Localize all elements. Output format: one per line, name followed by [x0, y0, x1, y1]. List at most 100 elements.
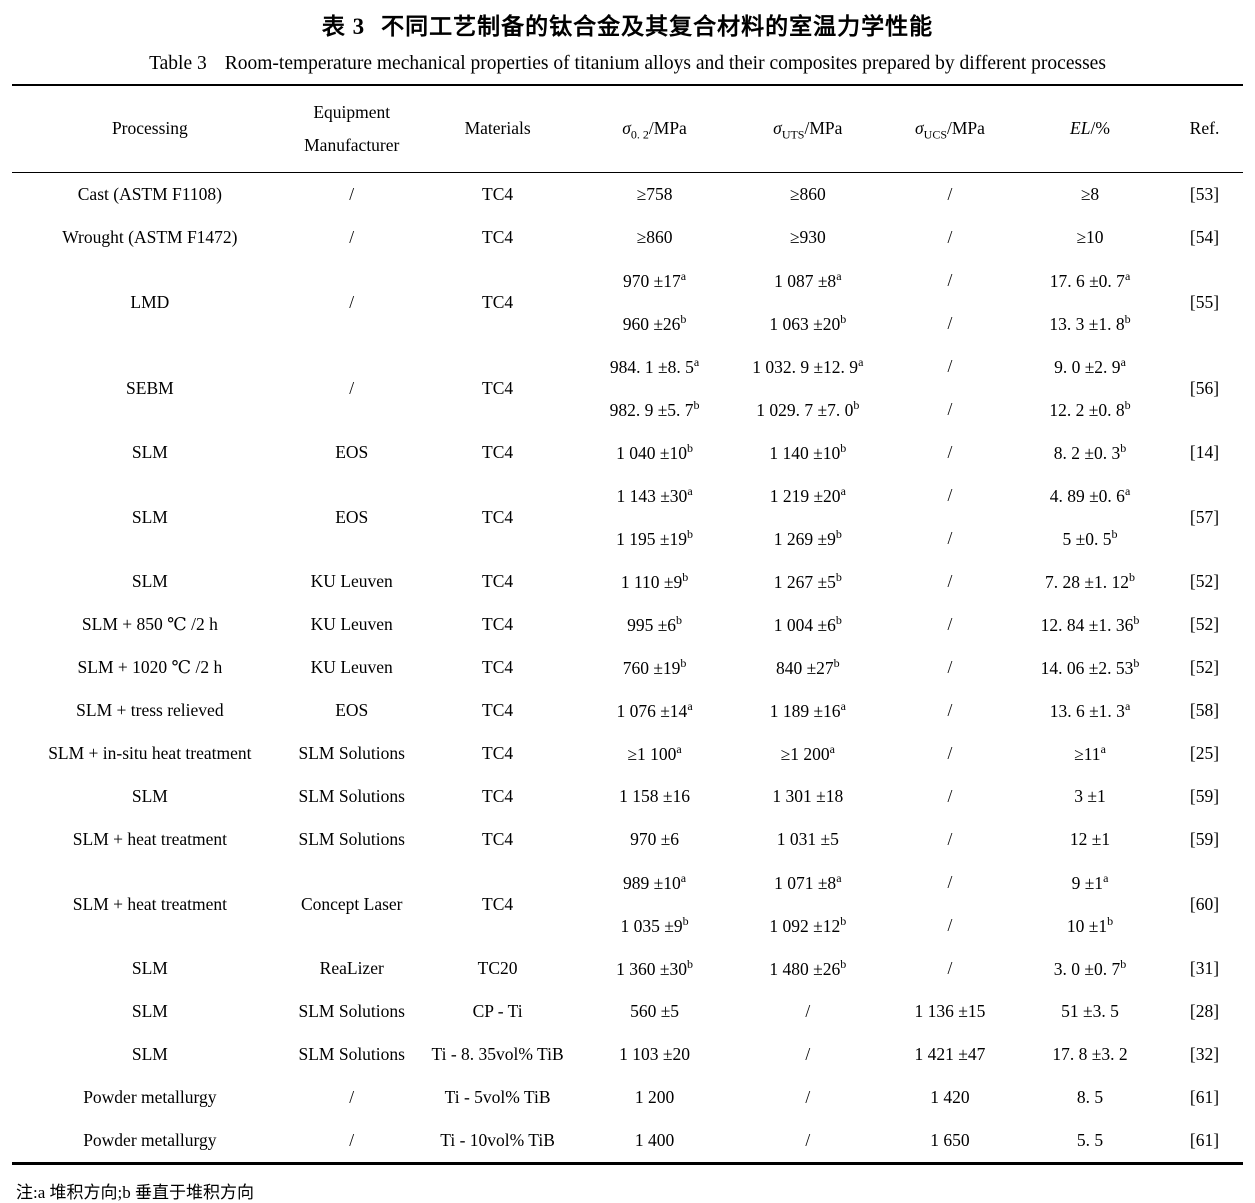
- table-caption-zh-label: 表 3: [321, 14, 366, 39]
- direction-superscript: b: [1111, 527, 1118, 542]
- table-header: Processing Equipment Manufacturer Materi…: [12, 85, 1243, 173]
- direction-superscript: b: [1133, 656, 1140, 671]
- cell-ref: [25]: [1189, 743, 1220, 763]
- direction-superscript: b: [1124, 312, 1131, 327]
- cell-sigmaucs-value: /: [947, 743, 953, 763]
- direction-superscript: b: [680, 312, 687, 327]
- direction-superscript: a: [687, 699, 693, 714]
- direction-superscript: a: [1124, 484, 1131, 499]
- col-header-sigmauts: σUTS/MPa: [729, 85, 886, 173]
- table-row: 982. 9 ±5. 7b 1 029. 7 ±7. 0b / 12. 2 ±0. 8…: [12, 388, 1243, 431]
- cell-el-value: ≥10: [1076, 227, 1104, 247]
- cell-sigma02-value: 1 035 ±9b: [620, 914, 689, 936]
- cell-equipment-manufacturer: SLM Solutions: [298, 1044, 405, 1064]
- direction-superscript: b: [835, 527, 842, 542]
- cell-sigmaucs-value: /: [947, 184, 953, 204]
- cell-sigmaucs-value: /: [947, 442, 953, 462]
- el-symbol: EL: [1070, 118, 1091, 139]
- el-unit: /%: [1090, 118, 1110, 139]
- cell-equipment-manufacturer: SLM Solutions: [298, 786, 405, 806]
- cell-sigmauts-value: 1 031 ±5: [776, 829, 839, 849]
- sigma-symbol: σ: [915, 117, 924, 138]
- direction-superscript: b: [682, 570, 689, 585]
- cell-materials: TC4: [482, 377, 514, 398]
- table-footnote: 注:a 堆积方向;b 垂直于堆积方向: [16, 1183, 254, 1202]
- cell-sigmaucs-value: 1 421 ±47: [914, 1044, 986, 1064]
- cell-processing: Powder metallurgy: [83, 1130, 217, 1150]
- table-row: SLM ReaLizer TC20 1 360 ±30b 1 480 ±26b / 3. 0…: [12, 947, 1243, 990]
- cell-sigmaucs-value: /: [947, 227, 953, 247]
- cell-ref: [52]: [1189, 657, 1220, 677]
- cell-sigma02-value: ≥758: [636, 184, 673, 204]
- cell-equipment-manufacturer: KU Leuven: [310, 657, 393, 677]
- col-header-sigma02: σ0. 2/MPa: [579, 85, 730, 173]
- cell-processing: Wrought (ASTM F1472): [62, 227, 238, 247]
- cell-equipment-manufacturer: SLM Solutions: [298, 829, 405, 849]
- table-row: 960 ±26b 1 063 ±20b / 13. 3 ±1. 8b: [12, 302, 1243, 345]
- cell-el-value: 5. 5: [1076, 1130, 1104, 1150]
- direction-superscript: a: [680, 871, 687, 886]
- table-row: 1 195 ±19b 1 269 ±9b / 5 ±0. 5b: [12, 517, 1243, 560]
- sigma-symbol: σ: [622, 117, 631, 138]
- cell-materials: Ti - 10vol% TiB: [440, 1130, 555, 1150]
- cell-equipment-manufacturer: KU Leuven: [310, 614, 393, 634]
- col-header-equipment-line2: Manufacturer: [304, 135, 400, 155]
- cell-sigmauts-value: 1 029. 7 ±7. 0b: [756, 398, 860, 420]
- cell-el-value: 14. 06 ±2. 53b: [1040, 656, 1140, 678]
- cell-processing: SLM + 1020 ℃ /2 h: [77, 657, 223, 677]
- table-row: SLM + 1020 ℃ /2 h KU Leuven TC4 760 ±19b 840…: [12, 646, 1243, 689]
- cell-sigmaucs-value: /: [947, 356, 953, 376]
- direction-superscript: a: [1120, 355, 1126, 370]
- cell-materials: TC4: [482, 506, 514, 527]
- cell-ref: [52]: [1189, 614, 1220, 634]
- cell-sigma02-value: 1 158 ±16: [619, 786, 690, 806]
- cell-sigmauts-value: 1 480 ±26b: [769, 957, 847, 979]
- cell-sigmauts-value: /: [805, 1001, 811, 1021]
- cell-sigma02-value: 760 ±19b: [622, 656, 687, 678]
- cell-sigmauts-value: 1 087 ±8a: [774, 269, 842, 291]
- cell-sigmauts-value: ≥860: [789, 184, 826, 204]
- cell-materials: TC4: [482, 184, 514, 204]
- cell-materials: TC4: [482, 571, 514, 591]
- cell-ref: [55]: [1189, 291, 1220, 312]
- cell-processing: SLM: [131, 442, 168, 462]
- cell-sigmaucs-value: /: [947, 399, 953, 419]
- cell-el-value: 3. 0 ±0. 7b: [1053, 957, 1127, 979]
- cell-sigmauts-value: 1 189 ±16a: [769, 699, 846, 721]
- direction-superscript: b: [686, 441, 693, 456]
- direction-superscript: b: [1124, 398, 1131, 413]
- direction-superscript: b: [686, 957, 693, 972]
- cell-sigmaucs-value: /: [947, 915, 953, 935]
- cell-sigma02-value: 984. 1 ±8. 5a: [609, 355, 700, 377]
- cell-sigmaucs-value: /: [947, 786, 953, 806]
- cell-sigmaucs-value: 1 136 ±15: [914, 1001, 986, 1021]
- direction-superscript: b: [840, 914, 847, 929]
- cell-equipment-manufacturer: ReaLizer: [319, 958, 384, 978]
- direction-superscript: b: [686, 527, 693, 542]
- cell-sigma02-value: 1 195 ±19b: [616, 527, 693, 549]
- cell-sigmaucs-value: /: [947, 958, 953, 978]
- cell-processing: SLM + in-situ heat treatment: [48, 743, 252, 763]
- cell-sigmauts-value: 1 032. 9 ±12. 9a: [752, 355, 864, 377]
- direction-superscript: b: [680, 656, 687, 671]
- direction-superscript: a: [840, 699, 846, 714]
- cell-sigmauts-value: /: [805, 1130, 811, 1150]
- cell-materials: TC20: [477, 958, 518, 978]
- col-header-materials-label: Materials: [464, 118, 531, 139]
- cell-sigmaucs-value: /: [947, 270, 953, 290]
- direction-superscript: b: [835, 570, 842, 585]
- cell-sigmauts-value: /: [805, 1044, 811, 1064]
- table-row: SLM + 850 ℃ /2 h KU Leuven TC4 995 ±6b 1 004…: [12, 603, 1243, 646]
- cell-sigmauts-value: 1 301 ±18: [772, 786, 844, 806]
- cell-materials: TC4: [482, 657, 514, 677]
- cell-sigmaucs-value: /: [947, 313, 953, 333]
- cell-sigma02-value: 1 360 ±30b: [616, 957, 693, 979]
- cell-sigma02-value: 982. 9 ±5. 7b: [609, 398, 700, 420]
- cell-processing: SLM: [131, 571, 168, 591]
- cell-sigmaucs-value: 1 650: [930, 1130, 970, 1150]
- cell-sigmauts-value: 1 063 ±20b: [769, 312, 847, 334]
- table-row: SLM + heat treatment SLM Solutions TC4 970 …: [12, 818, 1243, 861]
- table-row: SLM EOS TC4 1 040 ±10b 1 140 ±10b / 8. 2 ±0. 3…: [12, 431, 1243, 474]
- cell-sigma02-value: 995 ±6b: [627, 613, 683, 635]
- cell-el-value: 9 ±1a: [1071, 871, 1109, 893]
